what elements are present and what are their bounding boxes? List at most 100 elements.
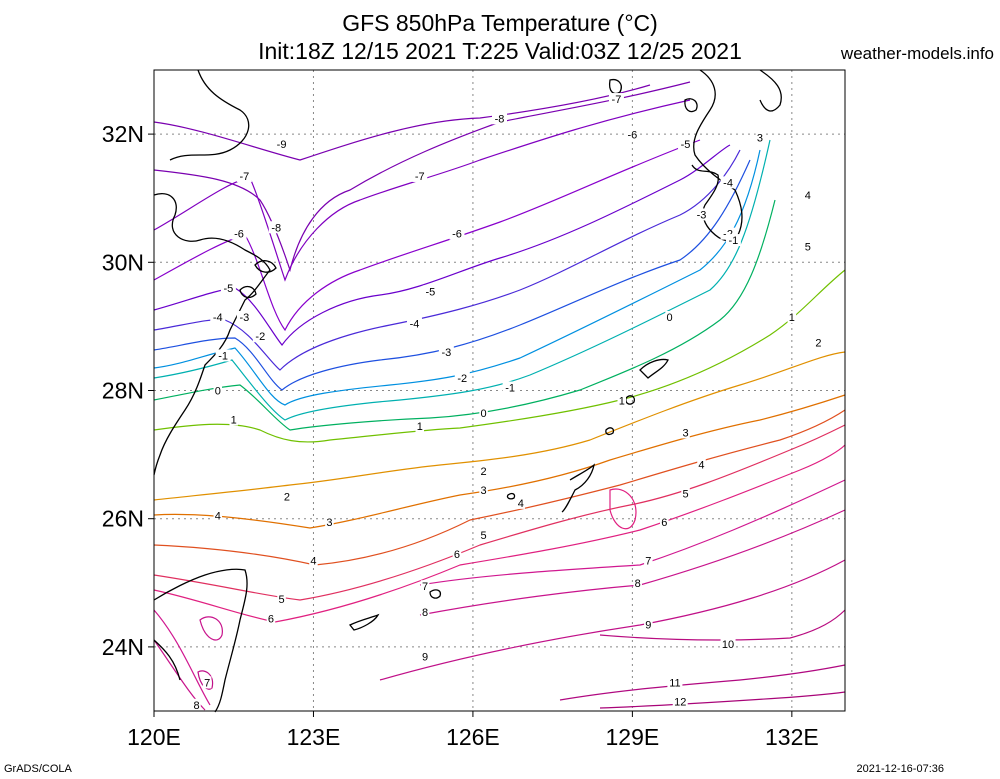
contour-label-bg <box>479 407 488 420</box>
contour-label: -6 <box>234 229 244 241</box>
lat-tick-label: 32N <box>102 121 144 147</box>
credit-label: weather-models.info <box>840 44 994 63</box>
coastlines <box>153 69 782 713</box>
contour-label: -4 <box>723 177 733 189</box>
contour-label: -7 <box>612 94 622 106</box>
grid-lines <box>153 70 845 711</box>
contour-label: -2 <box>457 373 467 385</box>
contour-label: 3 <box>682 427 688 439</box>
contour-label: 6 <box>454 549 460 561</box>
contour-line <box>153 199 776 431</box>
contour-label-bg <box>268 221 284 234</box>
contour-label-bg <box>415 419 425 432</box>
map-title: GFS 850hPa Temperature (°C) <box>342 10 658 36</box>
contour-line <box>153 409 846 566</box>
contour-label-bg <box>325 516 334 529</box>
contour-label: 4 <box>310 556 316 568</box>
contour-label: -3 <box>441 347 451 359</box>
contour-label: 3 <box>326 517 332 529</box>
contour-label: 8 <box>422 607 428 619</box>
contour-label: 7 <box>645 556 651 568</box>
contour-label-bg <box>420 580 430 593</box>
contour-line <box>153 269 846 443</box>
contour-label: 0 <box>667 312 673 324</box>
contour-label: -3 <box>239 312 249 324</box>
contour-line <box>153 149 761 406</box>
contour-line <box>153 394 846 529</box>
contour-label-bg <box>720 176 736 189</box>
contour-label: 3 <box>757 133 763 145</box>
contour-label: -5 <box>224 283 234 295</box>
contour-label-bg <box>479 464 488 477</box>
contour-label-bg <box>720 637 736 650</box>
contour-label-bg <box>252 330 268 343</box>
contour-label-bg <box>814 336 823 349</box>
island-coastline <box>625 395 636 405</box>
map-subtitle: Init:18Z 12/15 2021 T:225 Valid:03Z 12/2… <box>258 38 742 64</box>
contour-label: 0 <box>215 386 221 398</box>
contour-label: -7 <box>415 171 425 183</box>
island-coastline <box>239 285 257 299</box>
contour-label-bg <box>449 227 465 240</box>
island-coastline <box>605 427 615 436</box>
contour-label: 7 <box>204 677 210 689</box>
contour-line <box>559 664 846 701</box>
lon-tick-label: 120E <box>127 724 181 750</box>
contour-label-bg <box>236 310 252 323</box>
contour-label: -1 <box>505 383 515 395</box>
contour-label: -8 <box>271 222 281 234</box>
contour-line <box>197 670 214 690</box>
contour-label: 1 <box>231 415 237 427</box>
okinawa-coastline <box>561 463 595 513</box>
lon-tick-label: 132E <box>765 724 819 750</box>
contour-label: -4 <box>410 318 420 330</box>
contour-label: 9 <box>422 652 428 664</box>
contour-label: -7 <box>239 171 249 183</box>
contour-line <box>609 488 637 530</box>
contour-label: 8 <box>635 578 641 590</box>
contour-label-bg <box>633 577 642 590</box>
lon-tick-label: 129E <box>606 724 660 750</box>
contour-label-bg <box>667 676 683 689</box>
contour-label-bg <box>681 426 690 439</box>
contour-label-bg <box>266 612 276 625</box>
contour-label-bg <box>454 371 470 384</box>
contour-line <box>379 559 846 681</box>
contour-label-bg <box>420 605 430 618</box>
contour-label: 7 <box>422 581 428 593</box>
contour-label: 5 <box>480 530 486 542</box>
contour-line <box>153 159 751 391</box>
contour-label: -1 <box>728 235 738 247</box>
contour-label: -3 <box>697 209 707 221</box>
contour-label-bg <box>213 509 223 522</box>
contour-label-bg <box>755 131 765 144</box>
contour-line <box>153 81 691 273</box>
contour-label: 4 <box>215 511 221 523</box>
contour-line <box>153 99 691 282</box>
contour-label-bg <box>803 240 813 253</box>
island-coastline <box>639 358 669 379</box>
contour-line <box>153 424 846 601</box>
contour-label-bg <box>202 676 212 689</box>
contour-label-bg <box>406 317 422 330</box>
contour-label-bg <box>697 458 706 471</box>
contour-label-bg <box>516 496 526 509</box>
contour-label-bg <box>213 384 223 397</box>
contour-label-bg <box>277 593 286 606</box>
contour-label-bg <box>617 394 627 407</box>
contour-label-bg <box>608 93 624 106</box>
contour-label: -2 <box>255 331 265 343</box>
contour-label: 6 <box>268 613 274 625</box>
contour-label-bg <box>236 169 252 182</box>
shikoku-coastline <box>759 69 782 112</box>
contour-label: 1 <box>417 421 423 433</box>
contour-label: -5 <box>681 139 691 151</box>
contour-label: 8 <box>193 700 199 712</box>
contour-label: 5 <box>682 488 688 500</box>
contour-label-bg <box>492 112 507 125</box>
contour-label-bg <box>479 484 488 497</box>
contour-line <box>153 351 846 501</box>
contour-label-bg <box>309 554 318 567</box>
contour-label: 5 <box>279 594 285 606</box>
contour-label-bg <box>803 189 813 202</box>
